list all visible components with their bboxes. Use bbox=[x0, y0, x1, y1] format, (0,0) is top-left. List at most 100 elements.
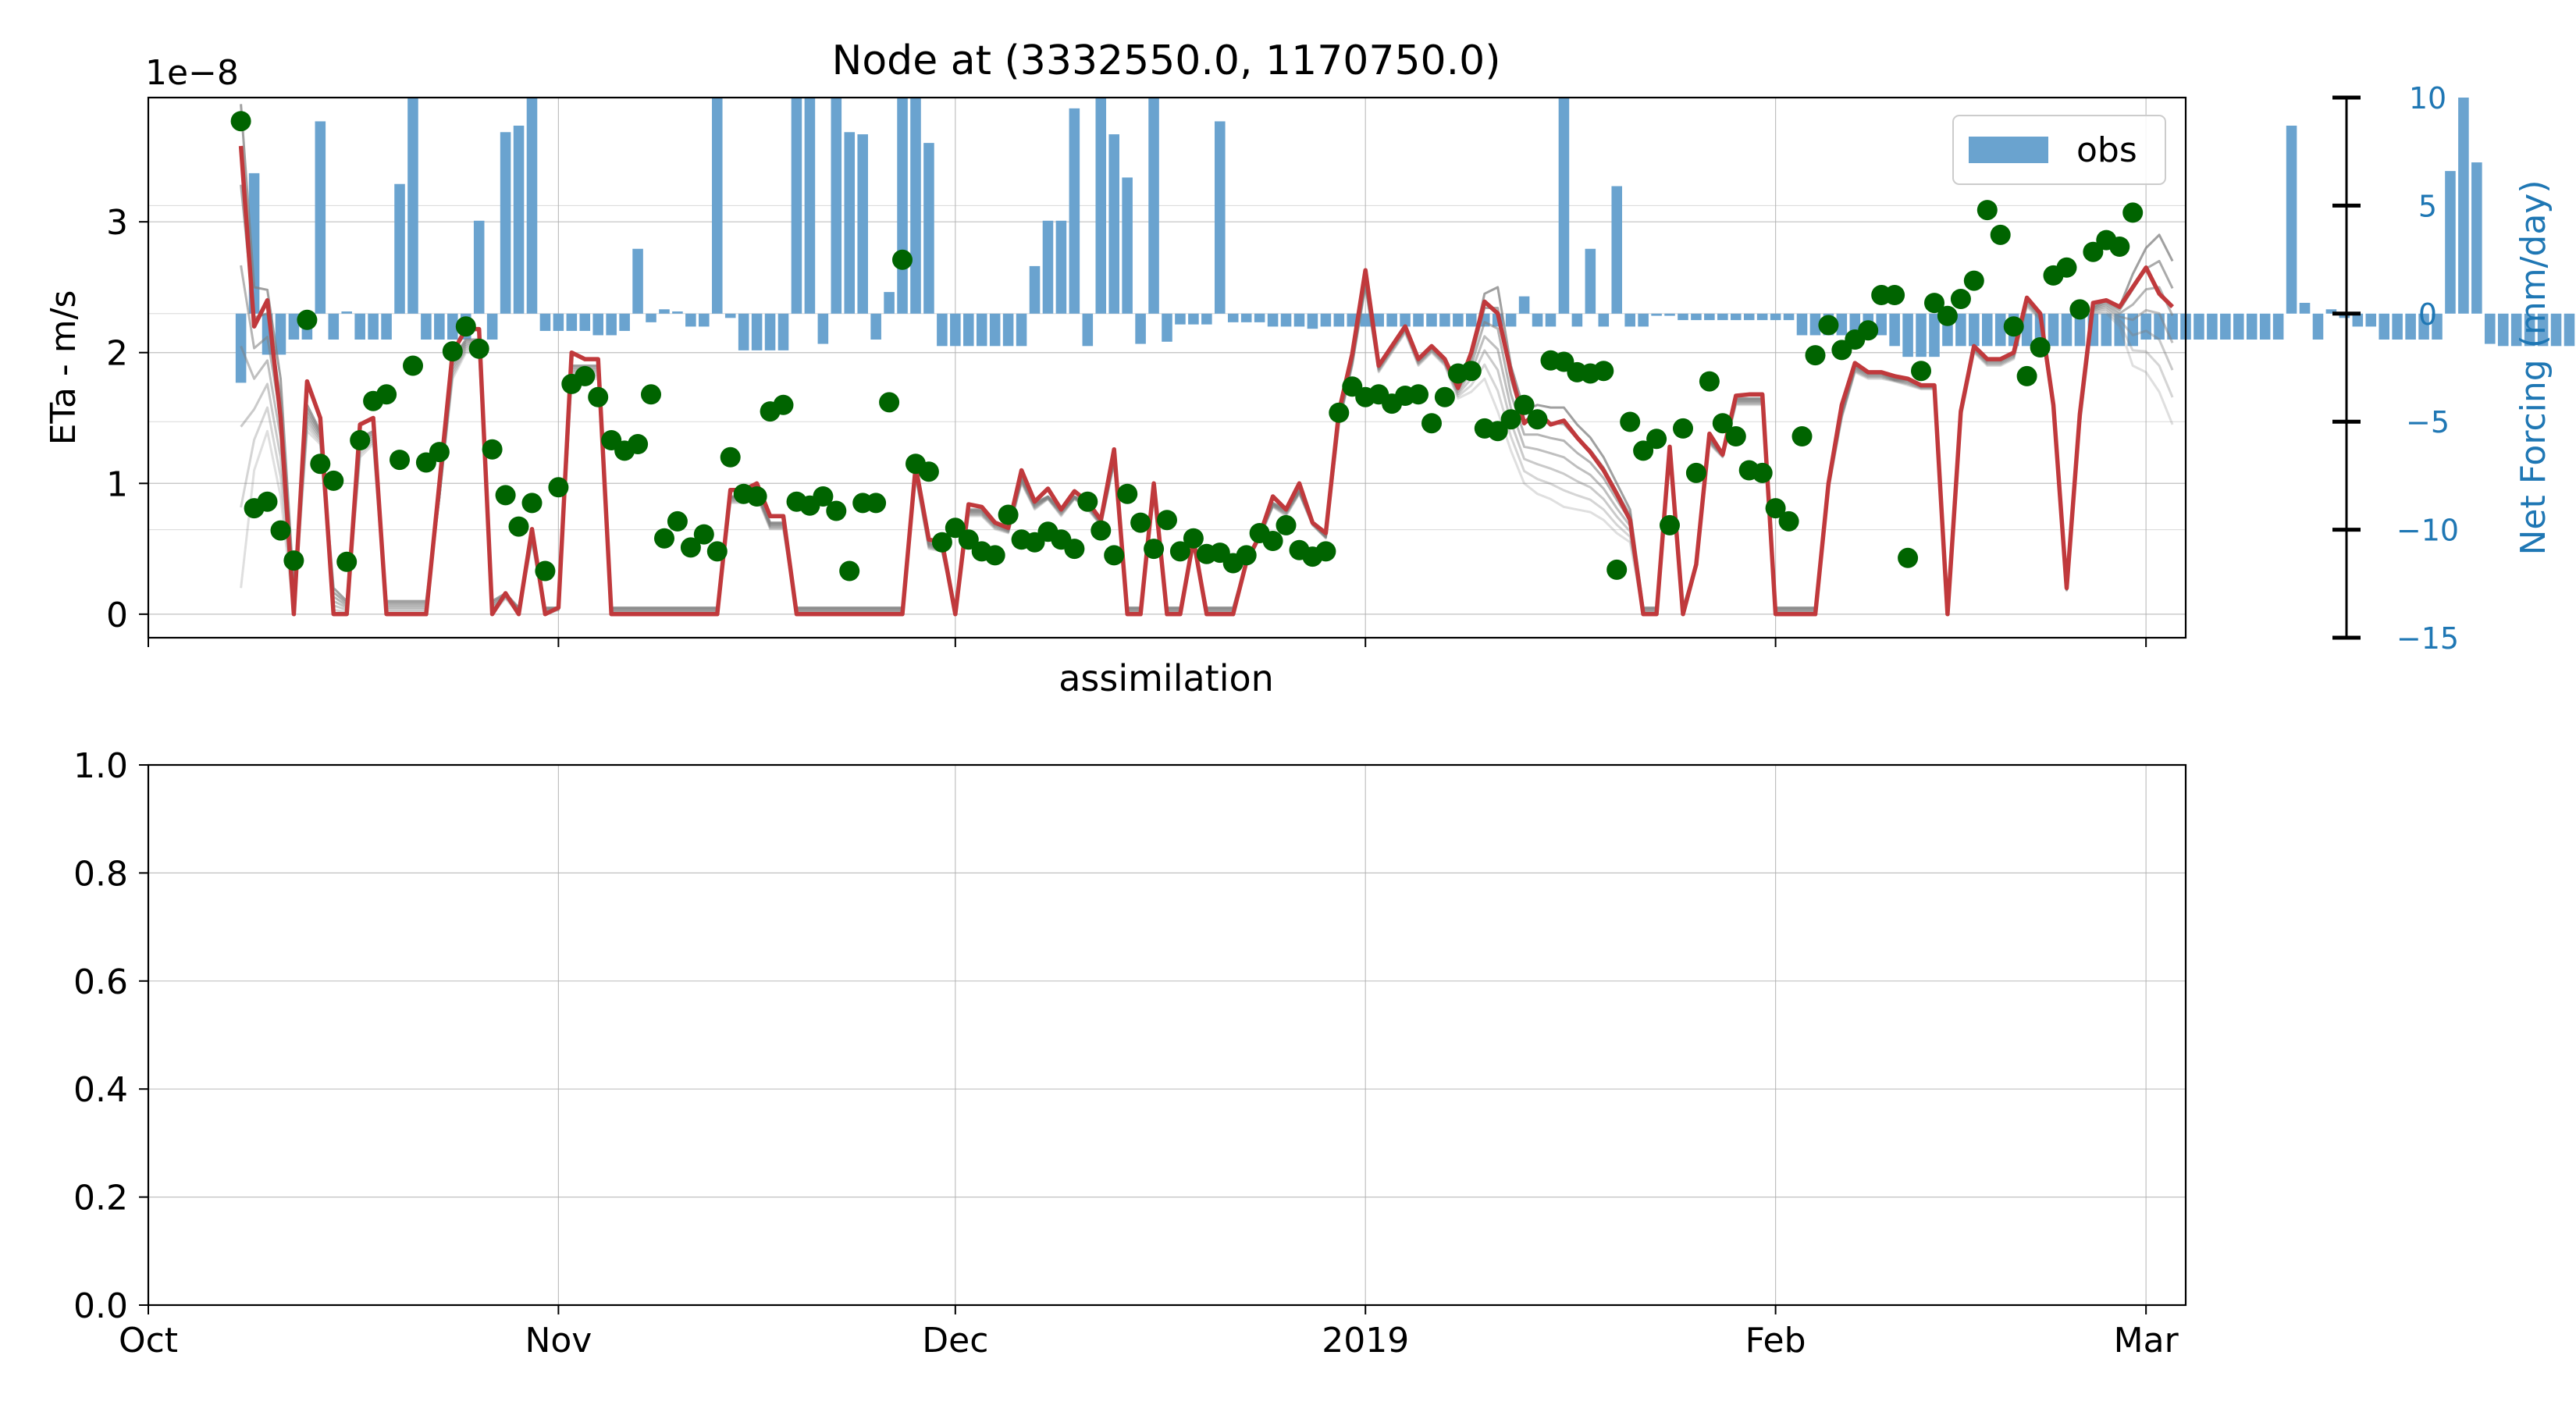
bottom-y-tick-label: 0.8 bbox=[73, 854, 128, 894]
observation-point bbox=[535, 560, 556, 582]
net-forcing-bar bbox=[738, 313, 749, 350]
observation-point bbox=[495, 485, 516, 506]
net-forcing-bar bbox=[1254, 313, 1265, 322]
observation-point bbox=[1765, 498, 1786, 519]
observation-point bbox=[1699, 371, 1720, 392]
observation-point bbox=[706, 541, 728, 562]
observation-point bbox=[588, 386, 609, 407]
net-forcing-bar bbox=[2537, 313, 2549, 347]
right-axis-tick-label: −5 bbox=[2406, 405, 2450, 439]
net-forcing-bar bbox=[1809, 313, 1821, 336]
observation-point bbox=[2030, 337, 2051, 357]
model-mean-line bbox=[238, 145, 2175, 617]
top-y-ticks: 0 1 2 3 bbox=[106, 203, 148, 635]
net-forcing-bar bbox=[1215, 121, 1226, 314]
observation-point bbox=[297, 309, 318, 330]
net-forcing-bar bbox=[354, 313, 365, 340]
net-forcing-bar bbox=[1743, 313, 1755, 321]
observation-point bbox=[1633, 440, 1654, 461]
net-forcing-bar bbox=[1148, 98, 1159, 314]
net-forcing-bar bbox=[1439, 313, 1450, 327]
net-forcing-bar bbox=[1969, 313, 1980, 347]
net-forcing-bar bbox=[1175, 313, 1186, 325]
bottom-x-tick-label: Nov bbox=[525, 1321, 592, 1361]
net-forcing-bar bbox=[659, 309, 670, 314]
observation-point bbox=[1898, 547, 1919, 568]
bottom-x-tick-label: Dec bbox=[922, 1321, 988, 1361]
net-forcing-bar bbox=[2233, 313, 2244, 340]
observation-point bbox=[230, 111, 251, 132]
net-forcing-bar bbox=[1756, 313, 1768, 321]
net-forcing-bar bbox=[394, 183, 405, 314]
y-axis-label: ETa - m/s bbox=[44, 290, 84, 446]
net-forcing-bar bbox=[2048, 313, 2059, 347]
net-forcing-bar bbox=[1267, 313, 1279, 327]
observation-point bbox=[468, 338, 489, 359]
legend: obs bbox=[1952, 115, 2166, 185]
net-forcing-bar bbox=[1240, 313, 1252, 322]
net-forcing-bar bbox=[1320, 313, 1332, 327]
net-forcing-bar bbox=[2101, 313, 2112, 347]
net-forcing-bar bbox=[646, 313, 656, 322]
net-forcing-bar bbox=[434, 313, 445, 340]
observation-point bbox=[1937, 305, 1958, 326]
bottom-y-tick-label: 0.4 bbox=[73, 1070, 128, 1110]
observation-point bbox=[1104, 545, 1125, 566]
observation-point bbox=[984, 545, 1005, 566]
net-forcing-bar bbox=[976, 313, 987, 347]
observation-point bbox=[1329, 402, 1350, 423]
net-forcing-bar bbox=[619, 313, 630, 331]
observation-point bbox=[1064, 539, 1085, 560]
net-forcing-bar bbox=[2524, 313, 2535, 347]
net-forcing-bar bbox=[724, 313, 736, 318]
net-forcing-bar bbox=[2220, 313, 2231, 340]
observation-point bbox=[2083, 241, 2104, 262]
net-forcing-bar bbox=[1400, 313, 1411, 327]
net-forcing-bar bbox=[2339, 313, 2350, 318]
net-forcing-bar bbox=[566, 313, 578, 331]
y-offset-label: 1e−8 bbox=[145, 53, 239, 93]
net-forcing-bar bbox=[1201, 313, 1212, 325]
net-forcing-bar bbox=[2246, 313, 2258, 340]
top-axes-frame bbox=[147, 96, 2187, 639]
observation-point bbox=[693, 524, 714, 545]
bottom-chart-panel: 0.0 0.2 0.4 0.6 0.8 1.0 Oct Nov Dec 2019 Feb Mar bbox=[73, 746, 2187, 1361]
net-forcing-bar bbox=[1889, 313, 1900, 347]
observation-point bbox=[1117, 483, 1138, 504]
observation-point bbox=[270, 520, 291, 541]
observation-point bbox=[1778, 510, 1799, 532]
net-forcing-bar bbox=[1558, 98, 1570, 314]
net-forcing-bar bbox=[1876, 313, 1887, 336]
observation-point bbox=[1712, 413, 1733, 434]
net-forcing-bar bbox=[1069, 108, 1080, 314]
legend-obs-swatch bbox=[1969, 137, 2048, 163]
net-forcing-bar bbox=[526, 98, 538, 314]
observation-point bbox=[2069, 299, 2090, 320]
net-forcing-bar bbox=[328, 313, 340, 340]
observation-point bbox=[1421, 413, 1442, 434]
observation-point bbox=[310, 454, 331, 475]
net-forcing-bar bbox=[2021, 313, 2033, 347]
observation-point bbox=[1183, 528, 1204, 549]
observation-point bbox=[998, 504, 1019, 525]
observation-point bbox=[826, 500, 847, 521]
net-forcing-bar bbox=[2074, 313, 2086, 347]
net-forcing-bar bbox=[1651, 313, 1662, 316]
bottom-y-tick-label: 0.0 bbox=[73, 1286, 128, 1326]
net-forcing-bar bbox=[791, 98, 802, 314]
net-forcing-bar bbox=[632, 248, 643, 314]
net-forcing-bar bbox=[2564, 313, 2575, 347]
net-forcing-bar bbox=[1955, 313, 1966, 347]
observation-point bbox=[442, 341, 463, 362]
observation-point bbox=[1725, 426, 1746, 446]
observation-point bbox=[892, 249, 913, 270]
net-forcing-bar bbox=[1585, 248, 1596, 314]
observation-point bbox=[680, 537, 701, 558]
observation-point bbox=[283, 550, 304, 571]
top-y-tick-label: 3 bbox=[106, 203, 128, 243]
observation-point bbox=[918, 461, 939, 482]
observation-point bbox=[1169, 541, 1190, 562]
net-forcing-bar bbox=[2379, 313, 2389, 340]
net-forcing-bar bbox=[1466, 313, 1477, 327]
right-axis-tick-label: −15 bbox=[2396, 621, 2459, 656]
